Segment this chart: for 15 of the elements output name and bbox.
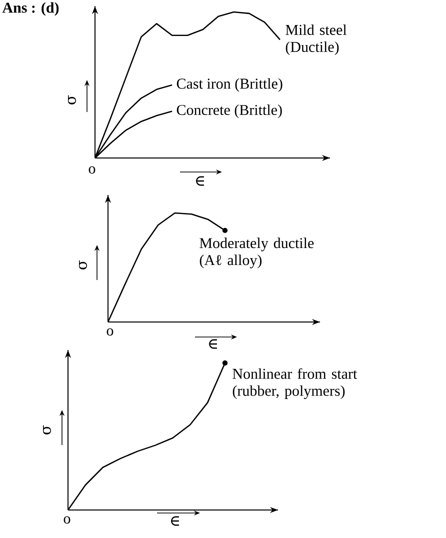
text: o [64, 516, 70, 524]
text: o [88, 166, 96, 174]
series-label: Moderately ductile (Aℓ alloy) [200, 238, 314, 268]
x-axis-title: ∈ [196, 176, 204, 186]
series-label: Nonlinear from start (rubber, polymers) [232, 368, 358, 399]
text: o [106, 328, 114, 336]
x-axis-title: ∈ [171, 516, 179, 526]
series-label: Cast iron (Brittle) [176, 78, 282, 92]
y-axis-title: σ [79, 260, 88, 270]
chart-title: Ans : (d) [2, 2, 59, 16]
y-axis-title: σ [43, 425, 52, 434]
y-axis-title: σ [68, 95, 76, 104]
x-axis-title: ∈ [209, 339, 217, 349]
series-label: Mild steel (Ductile) [286, 24, 347, 56]
series-label: Concrete (Brittle) [176, 104, 282, 118]
